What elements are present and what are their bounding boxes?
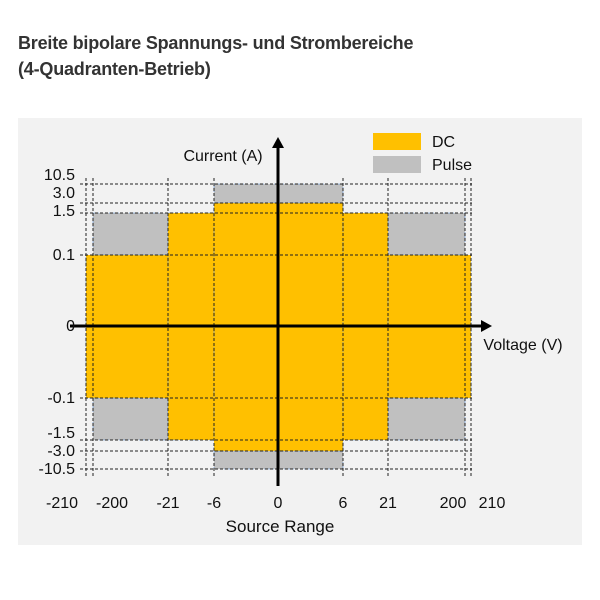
y-tick-label: 1.5 — [53, 203, 75, 220]
legend-label-pulse: Pulse — [432, 157, 472, 174]
region-pulse — [92, 397, 169, 441]
x-axis-title: Source Range — [226, 517, 335, 536]
x-tick-label: 21 — [379, 495, 397, 512]
x-tick-label: -210 — [46, 495, 78, 512]
y-tick-label: 3.0 — [53, 185, 75, 202]
x-tick-label: -21 — [156, 495, 179, 512]
y-tick-label: -0.1 — [47, 390, 75, 407]
y-tick-label: -10.5 — [39, 461, 76, 478]
y-tick-label: -1.5 — [47, 425, 75, 442]
title-line-2: (4-Quadranten-Betrieb) — [18, 59, 211, 79]
y-tick-label: -3.0 — [47, 443, 75, 460]
x-tick-label: 210 — [479, 495, 506, 512]
y-tick-label: 10.5 — [44, 167, 75, 184]
region-pulse — [387, 212, 466, 256]
y-axis-arrow-icon — [272, 137, 284, 148]
x-axis-arrow-icon — [481, 320, 492, 332]
region-pulse — [92, 212, 169, 256]
legend-swatch-pulse — [373, 156, 421, 173]
x-tick-label: 6 — [339, 495, 348, 512]
x-tick-label: 200 — [440, 495, 467, 512]
region-pulse — [387, 397, 466, 441]
x-tick-label: -200 — [96, 495, 128, 512]
y-axis-label: Current (A) — [183, 148, 262, 165]
y-tick-label: 0.1 — [53, 247, 75, 264]
chart-title: Breite bipolare Spannungs- und Strombere… — [18, 30, 413, 82]
title-line-1: Breite bipolare Spannungs- und Strombere… — [18, 33, 414, 53]
x-tick-label: -6 — [207, 495, 221, 512]
legend-label-dc: DC — [432, 134, 455, 151]
x-tick-label: 0 — [274, 495, 283, 512]
y-tick-label: 0 — [66, 318, 75, 335]
legend-swatch-dc — [373, 133, 421, 150]
x-axis-label: Voltage (V) — [483, 337, 562, 354]
